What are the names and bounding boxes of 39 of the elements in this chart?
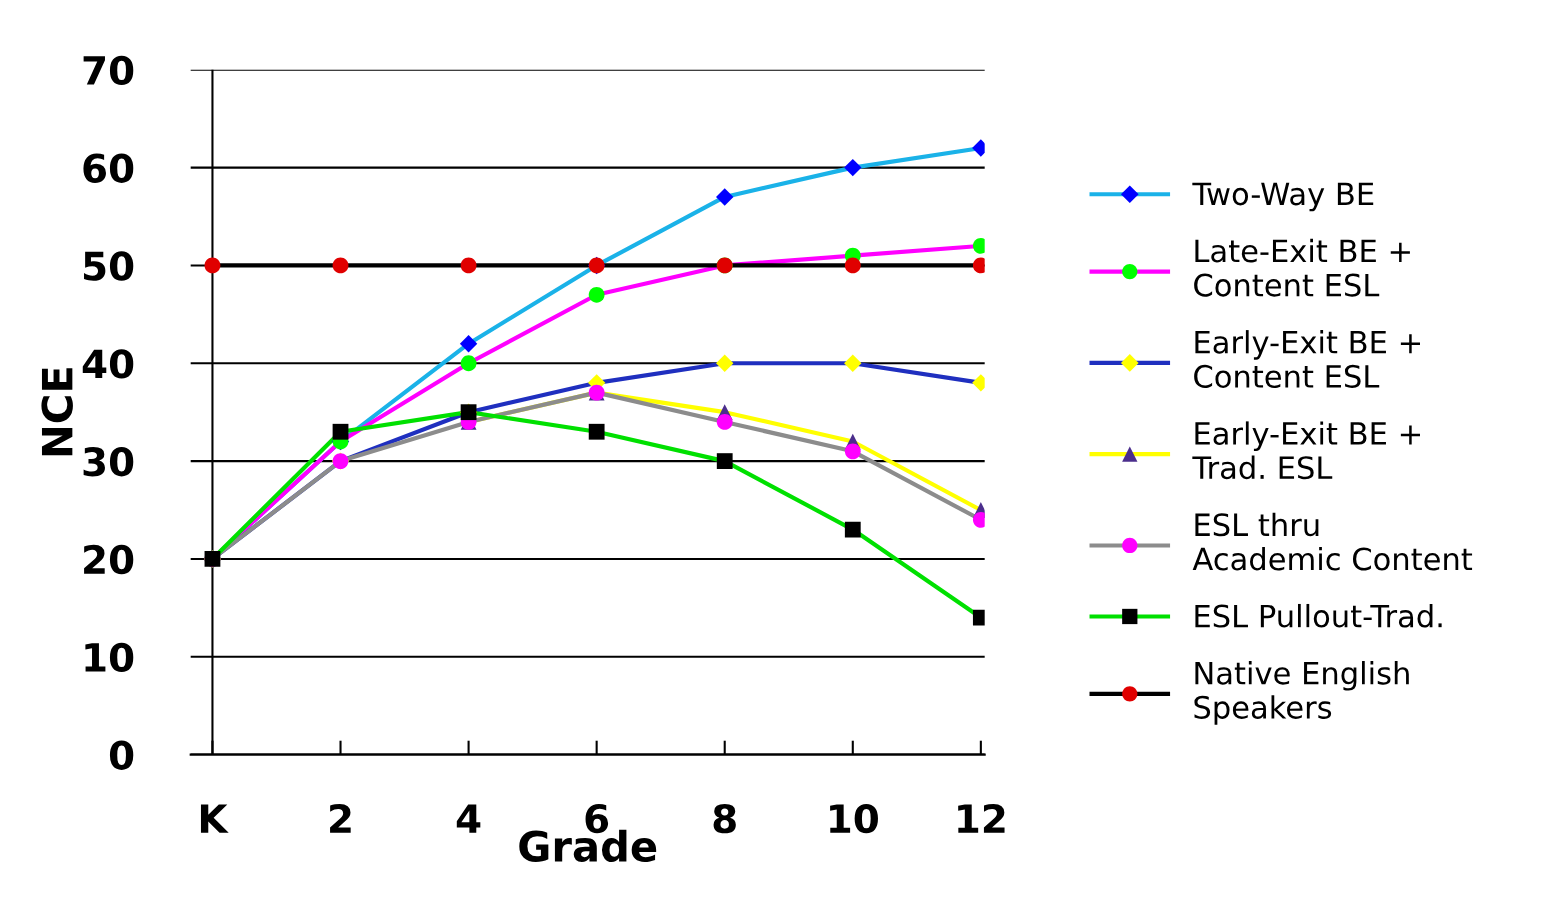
point [460,257,477,274]
legend-label: Early-Exit BE + Content ESL [1194,330,1420,388]
point [588,423,605,440]
legend-label: Two-Way BE [1192,182,1374,212]
legend-label: ESL Pullout-Trad. [1195,603,1442,628]
point [716,354,734,372]
point [844,521,861,538]
legend-label: Late-Exit BE + Content ESL [1194,238,1410,297]
point [204,257,221,274]
point [844,257,861,274]
y-tick-label: 70 [83,55,134,86]
x-tick-label: 4 [456,804,481,833]
legend-label: ESL thru Academic Content [1192,512,1473,571]
x-tick-label: 12 [958,803,1005,833]
x-tick-label: K [200,804,229,833]
point [588,286,605,303]
y-tick-label: 0 [109,740,134,770]
y-axis-title: NCE [41,368,73,456]
x-tick-label: 10 [830,803,878,834]
legend-label: Early-Exit BE + Trad. ESL [1192,421,1420,480]
point [460,355,477,372]
y-tick-label: 20 [84,544,134,575]
legend-label: Native English Speakers [1194,661,1409,725]
point [844,443,861,460]
y-tick-label: 50 [84,251,134,281]
point [844,354,862,372]
point [459,335,478,353]
y-tick-label: 60 [83,153,134,183]
point [332,423,349,440]
y-tick-label: 10 [85,642,134,673]
x-tick-label: 2 [330,803,351,833]
point [716,414,733,430]
point [332,257,349,274]
point [716,453,733,469]
y-tick-label: 30 [83,447,134,477]
point [844,158,862,177]
point [716,188,734,206]
y-tick-label: 40 [82,349,134,379]
x-tick-label: 8 [713,803,736,834]
